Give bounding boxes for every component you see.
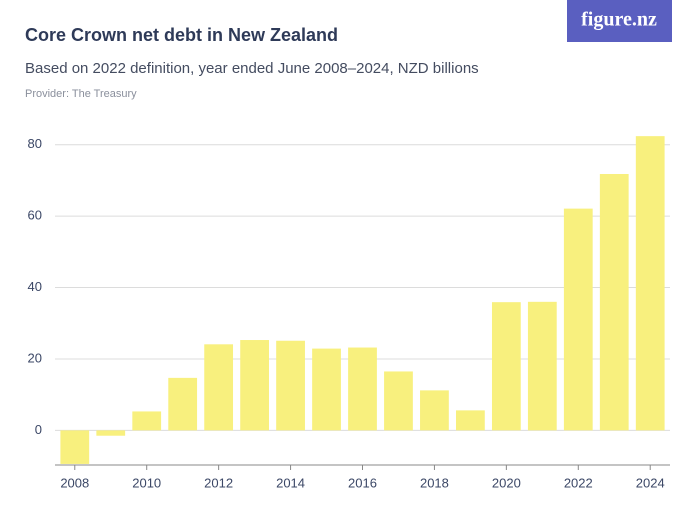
x-tick-label: 2016 [348, 475, 377, 490]
chart-title: Core Crown net debt in New Zealand [25, 25, 338, 45]
chart-subtitle: Based on 2022 definition, year ended Jun… [25, 60, 479, 77]
logo[interactable]: figure.nz [581, 9, 657, 31]
bar [420, 390, 449, 431]
y-tick-label: 80 [28, 136, 42, 151]
bar [240, 340, 269, 431]
y-tick-label: 0 [35, 422, 42, 437]
x-tick-label: 2022 [564, 475, 593, 490]
bar [204, 344, 234, 431]
x-tick-label: 2010 [132, 475, 161, 490]
bar [276, 340, 305, 431]
x-tick-label: 2008 [60, 475, 89, 490]
y-tick-label: 40 [28, 279, 42, 294]
bar [456, 410, 485, 431]
bar [527, 301, 557, 431]
bar [132, 411, 162, 431]
bar [348, 347, 377, 431]
x-tick-label: 2018 [420, 475, 449, 490]
bar [384, 371, 413, 431]
bar [599, 173, 629, 431]
bar [563, 208, 593, 431]
bar [312, 348, 341, 431]
y-tick-label: 60 [28, 208, 42, 223]
bar [60, 430, 90, 464]
x-tick-label: 2014 [276, 475, 305, 490]
bar [168, 377, 198, 431]
bar [635, 136, 665, 431]
x-tick-label: 2012 [204, 475, 233, 490]
y-tick-label: 20 [28, 350, 42, 365]
provider: Provider: The Treasury [25, 88, 137, 100]
bar [96, 430, 126, 436]
x-tick-label: 2020 [492, 475, 521, 490]
bar [491, 302, 521, 431]
logo-box[interactable] [567, 0, 672, 42]
x-tick-label: 2024 [636, 475, 665, 490]
